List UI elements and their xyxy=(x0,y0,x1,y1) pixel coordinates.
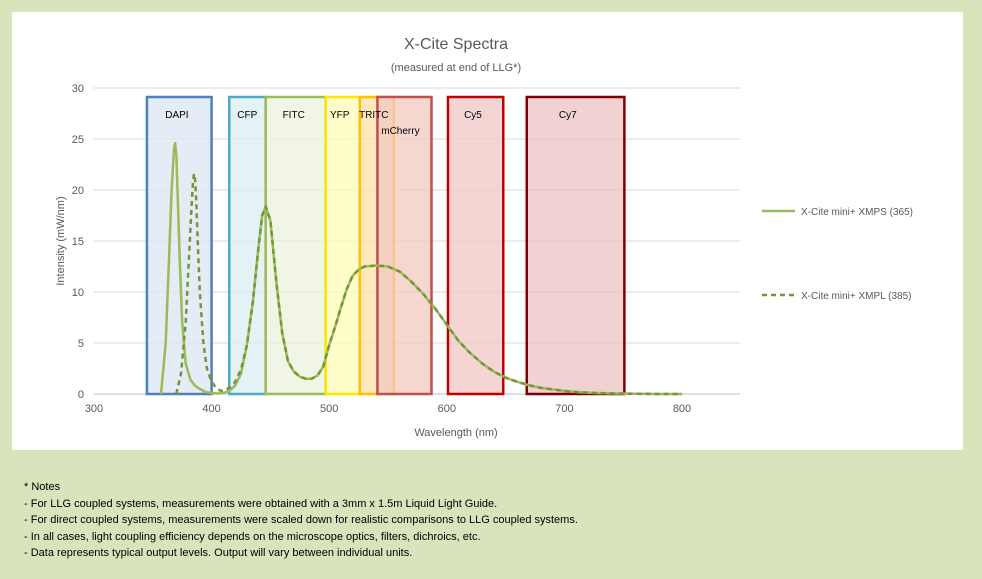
spectra-chart: 0 5 10 15 20 25 30 300 400 500 600 700 800 DAPI CFP FIT… xyxy=(55,36,913,439)
note-line: - For direct coupled systems, measuremen… xyxy=(24,514,578,527)
x-tick-label: 800 xyxy=(673,403,691,415)
filter-band-fitc xyxy=(264,95,327,396)
band-label-cy7: Cy7 xyxy=(559,110,577,121)
x-tick-label: 500 xyxy=(320,403,338,415)
y-tick-label: 15 xyxy=(72,236,84,248)
chart-subtitle: (measured at end of LLG*) xyxy=(391,62,521,74)
filter-band-yfp xyxy=(324,95,362,396)
x-tick-label: 700 xyxy=(555,403,573,415)
filter-band-mcherry xyxy=(376,95,433,396)
band-label-cy5: Cy5 xyxy=(464,110,482,121)
x-axis-title: Wavelength (nm) xyxy=(414,427,497,439)
x-tick-label: 400 xyxy=(202,403,220,415)
band-label-mcherry: mCherry xyxy=(381,126,419,137)
notes-heading: * Notes xyxy=(24,481,61,493)
y-axis-title: Intensity (mW/nm) xyxy=(55,196,67,285)
x-tick-label: 600 xyxy=(438,403,456,415)
filter-band-cy7 xyxy=(525,95,626,396)
legend-label: X-Cite mini+ XMPS (365) xyxy=(801,207,913,218)
y-tick-label: 5 xyxy=(78,338,84,350)
band-label-cfp: CFP xyxy=(237,110,257,121)
chart-title: X-Cite Spectra xyxy=(404,36,508,53)
band-label-tritc: TRITC xyxy=(359,110,388,121)
legend-label: X-Cite mini+ XMPL (385) xyxy=(801,291,912,302)
y-tick-label: 10 xyxy=(72,287,84,299)
y-tick-label: 0 xyxy=(78,389,84,401)
x-tick-label: 300 xyxy=(85,403,103,415)
filter-band-cfp xyxy=(227,95,267,396)
chart-panel: 0 5 10 15 20 25 30 300 400 500 600 700 800 DAPI CFP FIT… xyxy=(12,12,963,450)
note-line: - For LLG coupled systems, measurements … xyxy=(24,497,498,510)
notes: * Notes - For LLG coupled systems, measu… xyxy=(24,479,578,562)
filter-band-cy5 xyxy=(446,95,505,396)
note-line: - In all cases, light coupling efficienc… xyxy=(24,530,481,543)
band-label-dapi: DAPI xyxy=(165,110,188,121)
y-tick-label: 20 xyxy=(72,185,84,197)
band-label-fitc: FITC xyxy=(283,110,305,121)
y-tick-label: 30 xyxy=(72,83,84,95)
series-xmpl-line xyxy=(175,172,682,396)
note-line: - Data represents typical output levels.… xyxy=(24,547,413,560)
band-label-yfp: YFP xyxy=(330,110,350,121)
y-tick-label: 25 xyxy=(72,134,84,146)
